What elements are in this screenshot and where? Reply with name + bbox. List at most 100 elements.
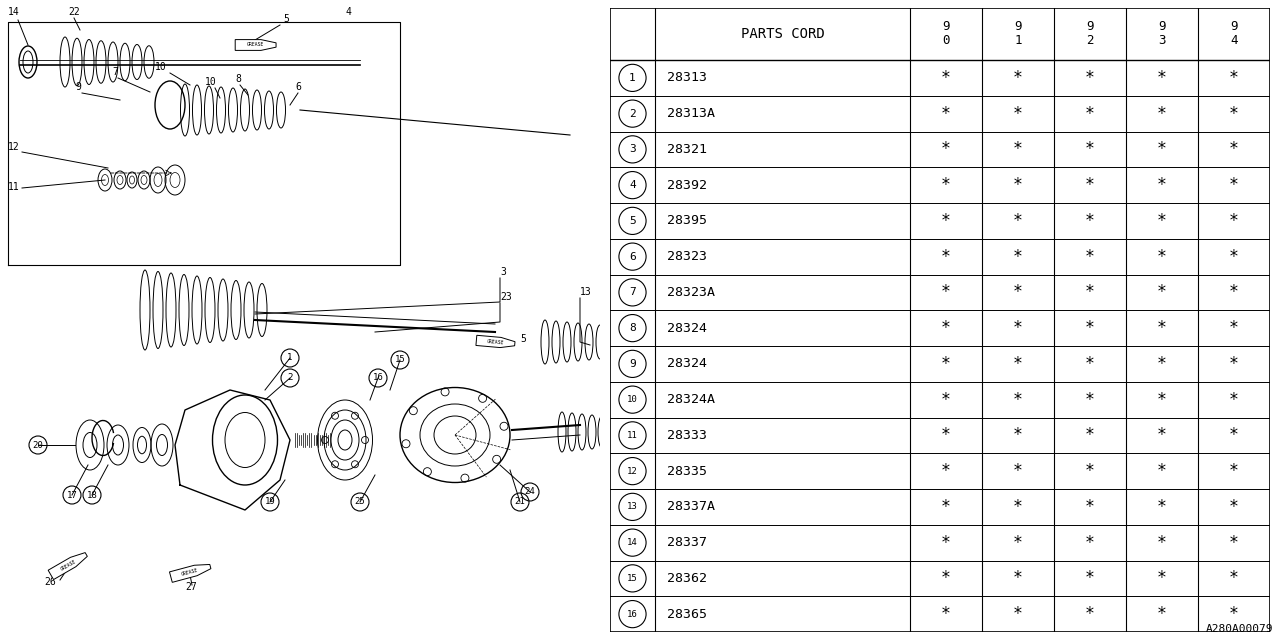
Text: 7: 7 [113, 67, 118, 77]
Text: 28323: 28323 [667, 250, 707, 263]
Text: *: * [1157, 605, 1167, 623]
Text: *: * [1085, 176, 1094, 194]
Text: *: * [1012, 570, 1023, 588]
Text: 19: 19 [265, 497, 275, 506]
Text: *: * [1229, 355, 1239, 373]
Text: *: * [1012, 69, 1023, 87]
Text: *: * [941, 284, 951, 301]
Text: 16: 16 [372, 374, 384, 383]
Text: 28337: 28337 [667, 536, 707, 549]
Text: *: * [1085, 570, 1094, 588]
Text: *: * [1157, 140, 1167, 158]
Text: *: * [1229, 104, 1239, 123]
Text: 24: 24 [525, 488, 535, 497]
Text: *: * [1012, 355, 1023, 373]
Text: *: * [1229, 498, 1239, 516]
Text: *: * [1012, 605, 1023, 623]
Text: 10: 10 [627, 395, 637, 404]
Text: *: * [1229, 176, 1239, 194]
Text: 9
2: 9 2 [1087, 20, 1093, 47]
Text: 13: 13 [580, 287, 591, 297]
Text: *: * [1085, 462, 1094, 480]
Text: *: * [1012, 390, 1023, 408]
Text: *: * [941, 319, 951, 337]
Text: 28335: 28335 [667, 465, 707, 477]
Text: *: * [941, 534, 951, 552]
Text: 17: 17 [67, 490, 77, 499]
Text: *: * [1085, 212, 1094, 230]
Text: 8: 8 [236, 74, 241, 84]
Text: *: * [1229, 462, 1239, 480]
Text: *: * [941, 570, 951, 588]
Text: *: * [941, 176, 951, 194]
Text: 2: 2 [287, 374, 293, 383]
Text: GREASE: GREASE [486, 339, 504, 345]
Text: *: * [1085, 284, 1094, 301]
Text: 3: 3 [630, 145, 636, 154]
Text: *: * [1157, 498, 1167, 516]
Text: 21: 21 [515, 497, 525, 506]
Text: 20: 20 [32, 440, 44, 449]
Text: *: * [1229, 140, 1239, 158]
Text: *: * [1157, 104, 1167, 123]
Text: 2: 2 [630, 109, 636, 118]
Text: *: * [1012, 248, 1023, 266]
Text: 11: 11 [627, 431, 637, 440]
Text: *: * [1085, 140, 1094, 158]
Text: 26: 26 [44, 577, 56, 587]
Text: 28321: 28321 [667, 143, 707, 156]
Text: *: * [1229, 534, 1239, 552]
Text: *: * [1157, 176, 1167, 194]
Text: *: * [1012, 319, 1023, 337]
Text: *: * [1157, 390, 1167, 408]
Text: 28333: 28333 [667, 429, 707, 442]
Polygon shape [169, 564, 211, 582]
Text: *: * [941, 248, 951, 266]
Text: 18: 18 [87, 490, 97, 499]
Text: *: * [941, 140, 951, 158]
Text: *: * [1229, 319, 1239, 337]
Text: 16: 16 [627, 610, 637, 619]
Text: *: * [1012, 498, 1023, 516]
Text: 28313A: 28313A [667, 107, 716, 120]
Text: 9
1: 9 1 [1014, 20, 1021, 47]
Text: *: * [1012, 426, 1023, 444]
Text: *: * [1229, 284, 1239, 301]
Text: 28392: 28392 [667, 179, 707, 191]
Text: 28323A: 28323A [667, 286, 716, 299]
Text: 5: 5 [630, 216, 636, 226]
Text: 9: 9 [76, 82, 81, 92]
Text: 4: 4 [346, 7, 351, 17]
Text: *: * [941, 69, 951, 87]
Text: *: * [941, 104, 951, 123]
Text: 28324: 28324 [667, 357, 707, 371]
Text: 12: 12 [627, 467, 637, 476]
Text: 5: 5 [283, 14, 289, 24]
Text: GREASE: GREASE [246, 42, 264, 47]
Text: *: * [941, 212, 951, 230]
Text: 28365: 28365 [667, 607, 707, 621]
Text: 28313: 28313 [667, 72, 707, 84]
Text: *: * [1157, 355, 1167, 373]
Text: *: * [941, 426, 951, 444]
Text: *: * [1085, 426, 1094, 444]
Text: *: * [1229, 390, 1239, 408]
Text: *: * [941, 498, 951, 516]
Text: *: * [1012, 284, 1023, 301]
Text: *: * [1012, 462, 1023, 480]
Text: *: * [1085, 605, 1094, 623]
Text: *: * [1157, 462, 1167, 480]
Polygon shape [49, 552, 87, 580]
Text: *: * [1085, 355, 1094, 373]
Text: *: * [1085, 319, 1094, 337]
Text: GREASE: GREASE [59, 559, 77, 572]
Text: *: * [1229, 248, 1239, 266]
Text: *: * [1229, 570, 1239, 588]
Text: 28324: 28324 [667, 322, 707, 335]
Text: 10: 10 [205, 77, 216, 87]
Text: 1: 1 [630, 73, 636, 83]
Text: 28362: 28362 [667, 572, 707, 585]
Text: PARTS CORD: PARTS CORD [741, 27, 824, 41]
Text: *: * [1157, 284, 1167, 301]
Text: 11: 11 [8, 182, 19, 192]
